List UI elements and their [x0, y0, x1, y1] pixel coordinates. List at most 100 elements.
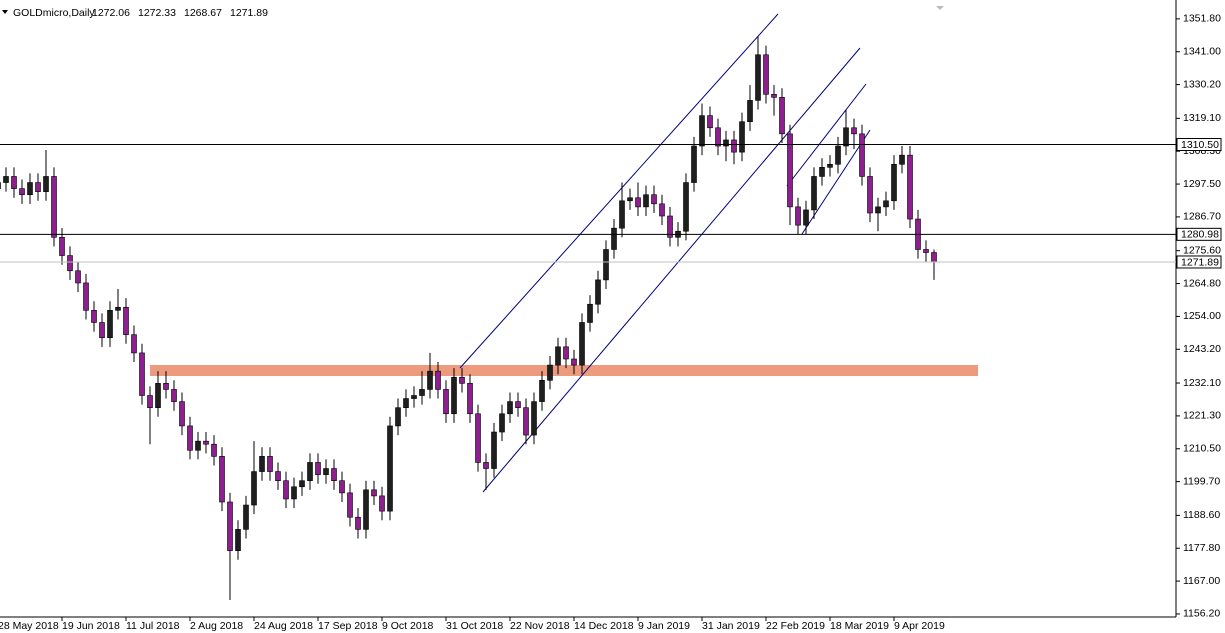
y-tick-label: 1199.70	[1183, 475, 1220, 487]
x-tick-label: 2 Aug 2018	[190, 620, 243, 632]
candle-body	[883, 200, 889, 208]
candle-body	[691, 145, 697, 183]
candle-body	[163, 383, 169, 390]
level-label-box	[1176, 227, 1222, 241]
candle-body	[867, 176, 873, 214]
candle-body	[323, 468, 329, 475]
y-tick-label: 1177.80	[1183, 542, 1220, 554]
price-label: 1271.89	[1181, 256, 1219, 268]
candle-body	[771, 94, 777, 98]
y-tick-label: 1188.60	[1183, 509, 1220, 521]
candle-body	[299, 480, 305, 488]
candle-body	[547, 364, 553, 381]
candle-body	[715, 127, 721, 147]
header-value: 1268.67	[184, 7, 222, 19]
x-tick-label: 22 Nov 2018	[510, 620, 570, 632]
level-label: 1280.98	[1181, 229, 1219, 241]
candle-body	[827, 163, 833, 168]
candle-body	[515, 401, 521, 408]
y-tick-label: 1232.10	[1183, 377, 1221, 389]
candle-body	[627, 197, 633, 202]
candle-body	[395, 407, 401, 427]
candle-body	[555, 346, 561, 366]
y-tick-label: 1221.30	[1183, 410, 1221, 422]
candle-body	[107, 310, 113, 339]
candle-body	[259, 456, 265, 472]
candle-body	[339, 480, 345, 494]
candle-body	[891, 163, 897, 202]
x-tick-label: 18 Mar 2019	[830, 620, 889, 632]
header-values: 1272.06 1272.33 1268.67 1271.89	[92, 7, 268, 19]
y-tick-label: 1210.50	[1183, 443, 1221, 455]
candle-body	[275, 471, 281, 482]
candle-body	[907, 154, 913, 220]
candle-body	[507, 401, 513, 415]
candle-body	[243, 504, 249, 530]
candle-body	[475, 413, 481, 463]
candle-body	[139, 352, 145, 396]
y-tick-label: 1330.20	[1183, 78, 1221, 90]
candle-body	[59, 237, 65, 256]
candle-body	[451, 376, 457, 415]
x-tick-label: 14 Dec 2018	[574, 620, 634, 632]
candle-body	[3, 176, 9, 183]
x-tick-label: 19 Jun 2018	[62, 620, 120, 632]
candle-body	[763, 54, 769, 95]
candle-body	[667, 215, 673, 238]
candle-body	[379, 495, 385, 512]
candle-body	[203, 440, 209, 445]
y-tick-label: 1286.70	[1183, 211, 1221, 223]
candle-body	[67, 255, 73, 272]
candle-body	[331, 468, 337, 482]
candle-body	[523, 407, 529, 436]
candle-body	[603, 249, 609, 281]
candle-body	[179, 401, 185, 427]
y-tick-label: 1243.20	[1183, 343, 1221, 355]
candle-body	[739, 121, 745, 153]
candle-body	[835, 145, 841, 165]
y-tick-label: 1275.60	[1183, 244, 1221, 256]
x-tick-label: 9 Oct 2018	[382, 620, 434, 632]
candle-body	[363, 489, 369, 530]
candle-body	[755, 54, 761, 101]
candle-body	[35, 182, 41, 192]
y-tick-label: 1341.00	[1183, 46, 1221, 58]
candle-body	[747, 100, 753, 122]
candle-body	[227, 501, 233, 551]
y-tick-label: 1156.20	[1183, 608, 1220, 620]
candle-body	[499, 413, 505, 433]
candle-body	[595, 279, 601, 305]
x-tick-label: 17 Sep 2018	[318, 620, 378, 632]
candle-body	[51, 176, 57, 238]
candle-body	[27, 182, 33, 196]
candle-body	[483, 462, 489, 469]
candle-body	[539, 380, 545, 402]
y-tick-label: 1264.80	[1183, 277, 1221, 289]
candle-body	[211, 443, 217, 457]
candle-body	[147, 395, 153, 408]
candle-body	[291, 486, 297, 500]
candle-body	[83, 282, 89, 311]
candle-body	[419, 389, 425, 396]
trendlines	[459, 13, 871, 493]
candle-body	[531, 401, 537, 436]
candle-body	[651, 194, 657, 205]
candle-body	[611, 227, 617, 250]
candle-body	[699, 115, 705, 147]
candle-body	[579, 322, 585, 366]
header-value: 1271.89	[230, 7, 268, 19]
candle-body	[123, 306, 129, 335]
candle-body	[643, 194, 649, 208]
candle-body	[851, 127, 857, 135]
candle-body	[875, 206, 881, 214]
candle-body	[43, 176, 49, 192]
y-tick-label: 1297.50	[1183, 178, 1221, 190]
candle-body	[683, 182, 689, 232]
candle-body	[635, 197, 641, 208]
menu-arrow[interactable]	[2, 10, 8, 14]
candle-body	[435, 370, 441, 390]
candle-body	[387, 425, 393, 512]
candle-body	[843, 127, 849, 147]
candle-body	[403, 398, 409, 408]
